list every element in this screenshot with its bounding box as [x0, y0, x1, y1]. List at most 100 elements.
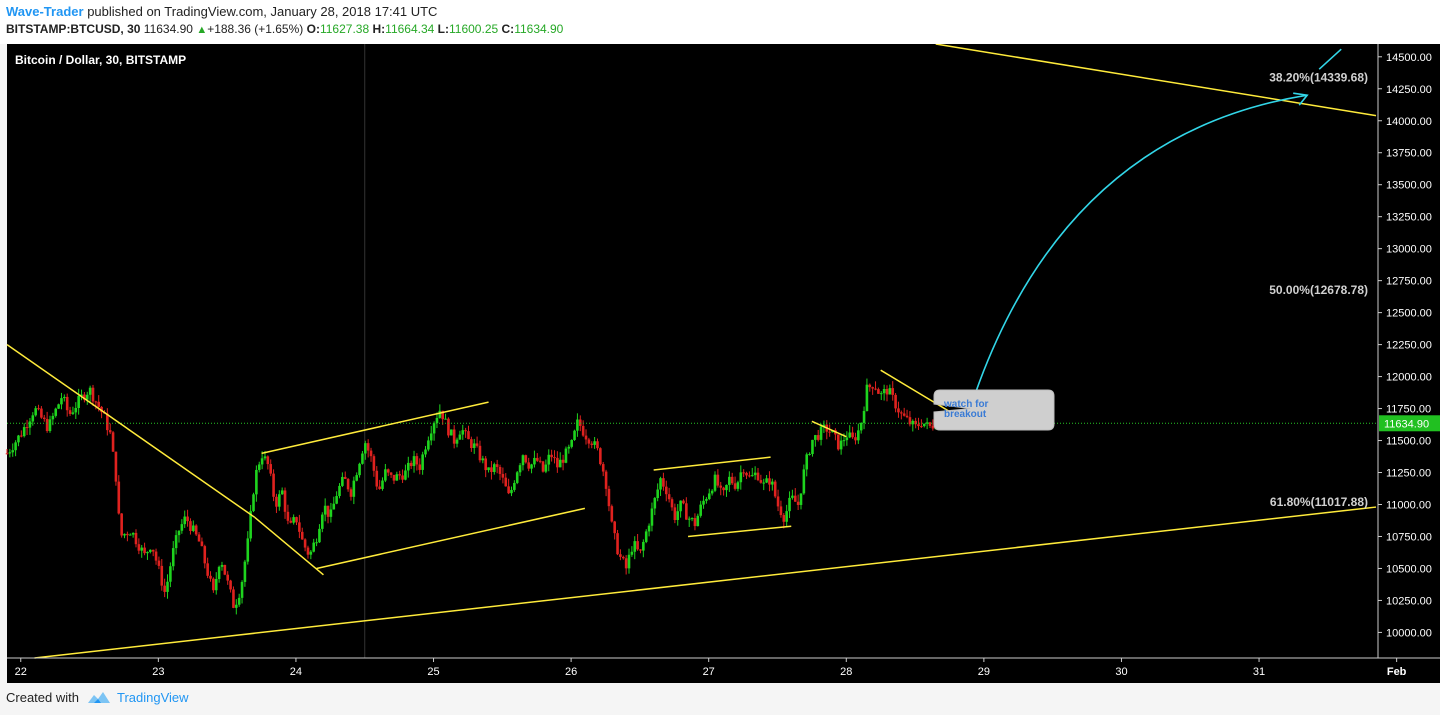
price-tick-label: 10250.00: [1386, 595, 1432, 607]
candle-body: [911, 420, 915, 425]
candle-body: [633, 541, 637, 552]
candle-body: [472, 443, 476, 448]
candle-body: [146, 551, 149, 554]
candle-body: [343, 476, 347, 479]
candle-body: [455, 439, 459, 444]
candle-body: [765, 478, 768, 483]
candle-body: [897, 408, 900, 413]
high-value: 11664.34: [385, 22, 435, 36]
candle-body: [498, 466, 502, 474]
candle-body: [696, 515, 700, 527]
candle-body: [432, 423, 436, 434]
time-tick-label: 28: [840, 666, 852, 678]
candle-body: [452, 429, 456, 444]
candle-body: [309, 551, 313, 555]
candle-body: [94, 401, 98, 403]
price-tick-label: 11000.00: [1386, 500, 1431, 512]
candle-body: [306, 547, 310, 555]
candle-body: [206, 563, 209, 576]
last-price-badge: [1379, 415, 1440, 432]
candle-body: [900, 412, 903, 414]
candle-body: [335, 496, 338, 504]
candle-body: [653, 498, 657, 509]
candle-body: [524, 455, 528, 463]
candle-body: [808, 454, 811, 456]
candle-body: [550, 454, 553, 458]
candle-body: [791, 495, 794, 498]
candle-body: [745, 472, 748, 476]
candle-body: [369, 450, 373, 457]
candle-body: [392, 474, 396, 481]
publish-info: Wave-Trader published on TradingView.com…: [6, 4, 437, 19]
candle-body: [257, 464, 261, 470]
candle-body: [664, 486, 668, 495]
price-axis[interactable]: 14500.00 14250.00 14000.00 13750.00 13500.00…: [1377, 44, 1440, 658]
fib-levels: 38.20%(14339.68) 50.00%(12678.78) 61.80%(1…: [1269, 70, 1368, 509]
candle-body: [728, 476, 731, 485]
candle-body: [928, 422, 932, 426]
candle-body: [237, 597, 241, 605]
price-tick-label: 13750.00: [1386, 148, 1432, 160]
candle-body: [920, 426, 923, 428]
candle-body: [226, 574, 230, 581]
candle-body: [249, 511, 252, 539]
price-tick-label: 12000.00: [1386, 372, 1432, 384]
candle-body: [355, 475, 359, 481]
candle-body: [630, 551, 634, 555]
created-with-text: Created with: [6, 690, 79, 705]
author-link[interactable]: Wave-Trader: [6, 4, 84, 19]
candle-body: [564, 448, 568, 463]
candle-body: [670, 499, 674, 508]
time-axis[interactable]: 22 23 24 25 26 27 28 29 30 31 Feb: [7, 657, 1440, 678]
projection-arrow-head: [1293, 92, 1309, 106]
projection-arrow-tail-segment: [1318, 48, 1342, 70]
candle-body: [42, 417, 46, 420]
candle-body: [395, 474, 399, 481]
candle-body: [882, 389, 886, 394]
candle-body: [429, 433, 433, 441]
candle-body: [573, 430, 576, 440]
ohlc-line: BITSTAMP:BTCUSD, 30 11634.90 ▲+188.36 (+…: [6, 22, 563, 36]
candle-body: [931, 425, 935, 429]
candle-body: [166, 581, 169, 592]
price-change: +188.36 (+1.65%): [207, 22, 304, 36]
time-tick-label: 25: [427, 666, 439, 678]
candle-body: [871, 387, 874, 389]
candle-body: [905, 415, 909, 418]
candle-body: [17, 435, 20, 443]
candle-body: [690, 518, 694, 520]
tradingview-brand-link[interactable]: TradingView: [117, 690, 189, 705]
trendline: [687, 525, 792, 538]
time-tick-label: 23: [152, 666, 164, 678]
candle-body: [788, 497, 791, 512]
candle-body: [444, 418, 447, 420]
candle-body: [673, 507, 677, 520]
candle-body: [828, 431, 831, 433]
candle-body: [776, 496, 780, 507]
candle-body: [447, 418, 450, 436]
candle-body: [845, 437, 849, 441]
tradingview-logo-icon[interactable]: [86, 689, 112, 707]
price-tick-label: 11750.00: [1386, 404, 1431, 416]
trendlines: [6, 44, 1377, 659]
candle-body: [533, 457, 536, 465]
candle-body: [922, 423, 926, 427]
candle-body: [719, 485, 723, 488]
candle-body: [286, 511, 290, 521]
candle-body: [332, 503, 336, 510]
candle-body: [619, 554, 622, 557]
candle-body: [361, 453, 364, 464]
candle-body: [220, 564, 224, 567]
candle-body: [303, 539, 307, 548]
candle-body: [214, 579, 218, 591]
candle-body: [556, 457, 559, 468]
published-text: published on TradingView.com, January 28…: [87, 4, 438, 19]
candle-body: [8, 452, 12, 454]
candle-body: [232, 589, 235, 608]
candle-body: [730, 476, 734, 484]
candle-body: [816, 435, 820, 440]
price-chart[interactable]: 38.20%(14339.68) 50.00%(12678.78) 61.80%(1…: [0, 44, 1440, 683]
candle-body: [693, 518, 697, 527]
candle-body: [495, 464, 499, 467]
